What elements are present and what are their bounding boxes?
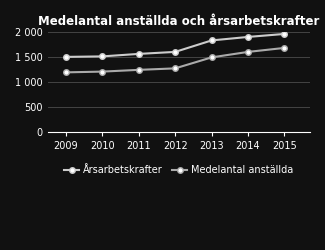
- Legend: Årsarbetskrafter, Medelantal anställda: Årsarbetskrafter, Medelantal anställda: [60, 162, 297, 179]
- Line: Årsarbetskrafter: Årsarbetskrafter: [63, 31, 287, 60]
- Medelantal anställda: [282, 46, 286, 50]
- Line: Medelantal anställda: Medelantal anställda: [63, 45, 287, 75]
- Title: Medelantal anställda och årsarbetskrafter: Medelantal anställda och årsarbetskrafte…: [38, 15, 319, 28]
- Årsarbetskrafter: [210, 39, 214, 42]
- Årsarbetskrafter: [282, 32, 286, 35]
- Årsarbetskrafter: [137, 52, 141, 56]
- Medelantal anställda: [137, 68, 141, 71]
- Årsarbetskrafter: [100, 55, 104, 58]
- Årsarbetskrafter: [246, 36, 250, 38]
- Årsarbetskrafter: [64, 56, 68, 58]
- Medelantal anställda: [246, 50, 250, 53]
- Årsarbetskrafter: [173, 50, 177, 53]
- Medelantal anställda: [210, 56, 214, 59]
- Medelantal anställda: [100, 70, 104, 73]
- Medelantal anställda: [64, 71, 68, 74]
- Medelantal anställda: [173, 67, 177, 70]
